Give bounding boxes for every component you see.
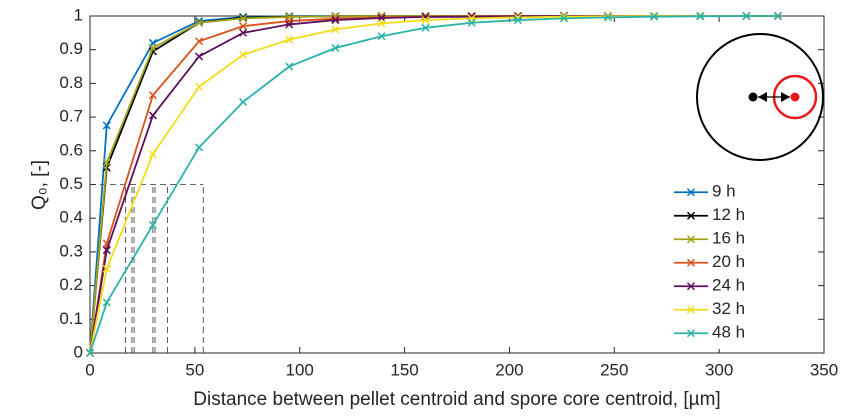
spore-core-centroid [790,92,800,102]
x-tick-label: 250 [600,360,628,379]
data-point [195,82,204,91]
legend-label: 16 h [712,229,745,248]
data-point [102,264,111,273]
legend-label: 48 h [712,323,745,342]
data-point [331,16,340,25]
data-point [421,23,430,32]
data-point [239,14,248,23]
data-point [742,11,751,21]
legend-marker [686,258,696,267]
data-point [102,158,111,167]
data-point [195,18,204,27]
legend-marker [686,282,696,291]
data-point [650,12,659,21]
data-point [239,28,248,37]
data-point [239,22,248,31]
y-tick-label: 0.8 [59,73,83,92]
legend-label: 12 h [712,205,745,224]
arrow-head [758,92,767,102]
data-point [195,37,204,46]
data-point [195,52,204,61]
data-point [603,13,613,22]
y-tick-label: 0 [74,342,83,361]
y-axis-label: Q₀, [-] [29,160,50,210]
y-tick-label: 0.4 [59,208,83,227]
data-point [331,25,340,34]
legend-label: 20 h [712,252,745,271]
data-point [773,11,782,21]
data-point [148,91,157,100]
data-point [148,150,157,159]
data-point [102,121,111,130]
data-point [467,18,476,27]
data-point [239,97,248,106]
data-point [513,16,522,25]
x-tick-label: 50 [185,360,204,379]
data-point [421,16,430,25]
x-axis-label: Distance between pellet centroid and spo… [193,389,720,410]
data-point [148,220,157,229]
data-point [559,14,568,23]
data-point [285,35,294,44]
pellet-centroid [748,92,758,102]
data-point [239,50,248,59]
legend-marker [686,305,696,314]
x-tick-label: 0 [85,360,94,379]
data-point [331,43,340,53]
data-point [102,246,111,255]
legend-marker [686,211,696,220]
data-point [285,62,294,71]
legend-label: 24 h [712,276,745,295]
y-tick-label: 0.7 [59,107,83,126]
arrow-head [781,92,790,102]
data-point [285,20,294,29]
legend-label: 32 h [712,299,745,318]
y-tick-label: 0.6 [59,140,83,159]
data-point [377,19,386,28]
legend-marker [686,235,696,244]
data-point [377,32,386,41]
data-point [102,298,111,307]
legend-marker [686,188,696,197]
x-tick-label: 200 [495,360,523,379]
y-tick-label: 0.3 [59,241,83,260]
y-tick-label: 0.1 [59,309,83,328]
y-tick-label: 0.2 [59,275,83,294]
data-point [85,348,95,358]
data-point [148,43,157,53]
data-point [696,12,705,21]
data-point [195,143,204,152]
y-tick-label: 0.5 [59,174,83,193]
legend-marker [686,329,696,338]
legend: 9 h 12 h 16 h 20 h 24 h 32 h 48 h [668,176,790,349]
x-tick-label: 300 [705,360,733,379]
inset-diagram [696,33,824,161]
y-tick-label: 0.9 [59,39,83,58]
x-tick-label: 350 [810,360,838,379]
data-point [148,111,157,120]
legend-label: 9 h [712,182,736,201]
x-tick-label: 100 [286,360,314,379]
y-tick-label: 1 [74,5,83,24]
pellet-outline [696,33,824,161]
x-tick-label: 150 [390,360,418,379]
